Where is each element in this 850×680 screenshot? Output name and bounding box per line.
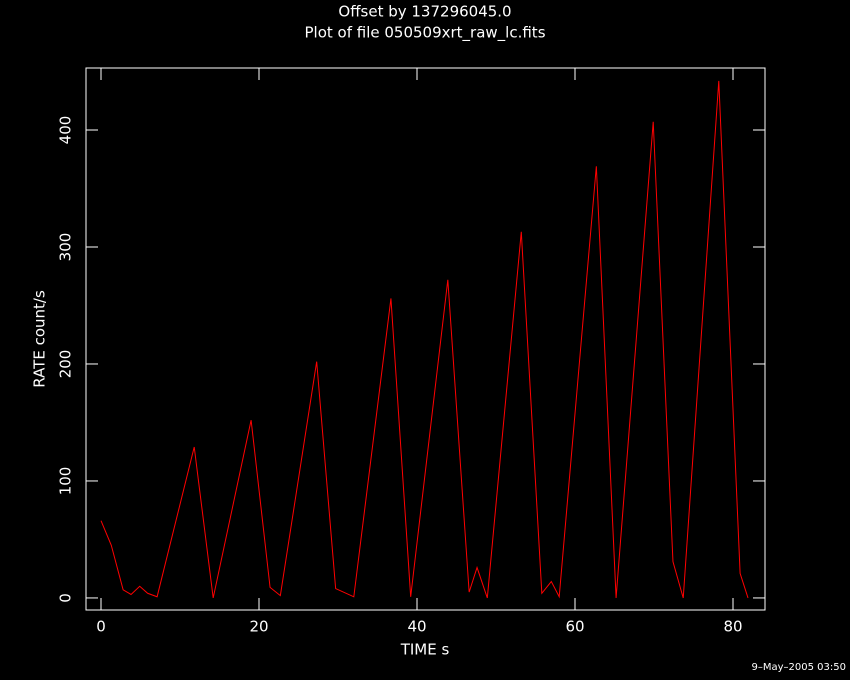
x-axis-label: TIME s bbox=[400, 641, 450, 659]
timestamp: 9–May–2005 03:50 bbox=[752, 662, 846, 673]
x-tick-label: 60 bbox=[565, 618, 584, 636]
chart-title: Offset by 137296045.0 bbox=[338, 3, 511, 21]
data-line bbox=[100, 80, 749, 599]
chart-subtitle: Plot of file 050509xrt_raw_lc.fits bbox=[304, 24, 545, 43]
y-axis-label: RATE count/s bbox=[31, 290, 49, 388]
x-tick-label: 80 bbox=[723, 618, 742, 636]
y-tick-label: 0 bbox=[57, 593, 75, 603]
x-tick-label: 0 bbox=[96, 618, 106, 636]
plot-frame bbox=[85, 67, 766, 611]
y-tick-label: 400 bbox=[57, 116, 75, 145]
y-tick-label: 200 bbox=[57, 350, 75, 379]
y-tick-label: 300 bbox=[57, 233, 75, 262]
x-tick-label: 20 bbox=[249, 618, 268, 636]
y-tick-label: 100 bbox=[57, 467, 75, 496]
x-tick-label: 40 bbox=[407, 618, 426, 636]
